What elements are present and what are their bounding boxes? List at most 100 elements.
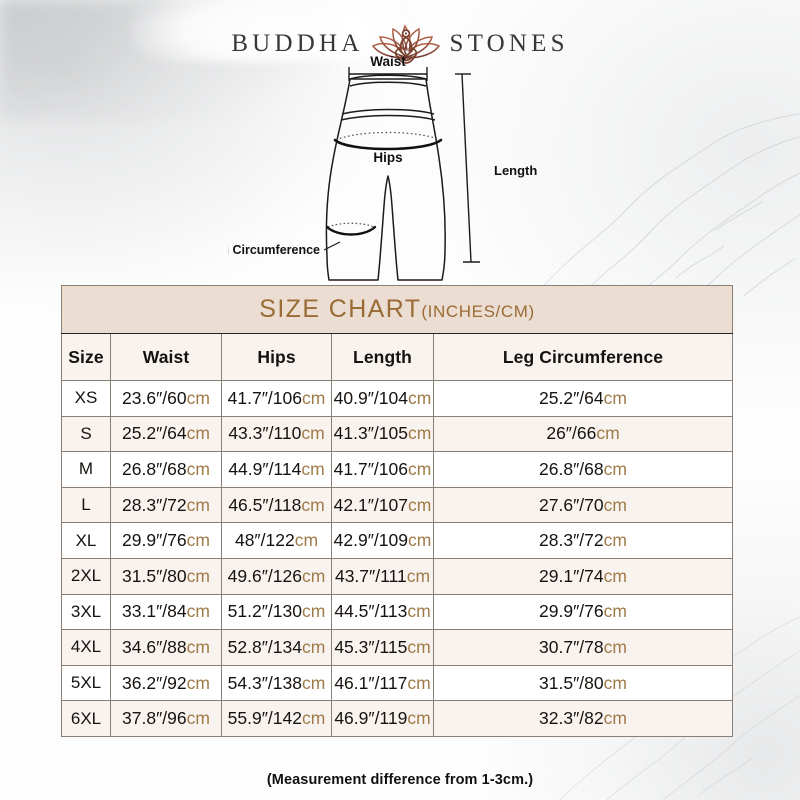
value-number: 27.6″/70 [539,494,604,515]
cell-hips: 49.6″/126cm [221,557,332,595]
cell-waist: 25.2″/64cm [110,415,222,453]
value-number: 28.3″/72 [122,494,187,515]
cell-waist: 36.2″/92cm [110,664,222,702]
value-unit: cm [294,530,319,551]
value-unit: cm [603,494,627,515]
value-number: 25.2″/64 [122,423,187,444]
chart-title-row: SIZE CHART(INCHES/CM) [60,285,734,334]
value-number: 41.3″/105 [333,423,408,444]
value-number: 51.2″/130 [227,601,302,622]
brand-name-right: STONES [449,30,569,57]
value-number: 26.8″/68 [539,458,604,479]
value-number: 32.3″/82 [539,708,604,729]
cell-leg-circumference: 26″/66cm [432,415,734,453]
value-number: 41.7″/106 [227,387,302,408]
value-unit: cm [407,672,431,693]
value-unit: cm [302,672,326,693]
cell-leg-circumference: 31.5″/80cm [432,664,734,702]
value-number: 31.5″/80 [539,672,604,693]
size-chart-table-wrapper: SIZE CHART(INCHES/CM) Size Waist Hips Le… [60,285,734,737]
table-row: XL 29.9″/76cm 48″/122cm 42.9″/109cm 28.3… [61,522,734,559]
value-unit: cm [302,708,326,729]
length-measure-bar [455,73,480,263]
lotus-meditation-icon [372,24,441,64]
value-number: 49.6″/126 [227,565,302,586]
cell-length: 42.9″/109cm [331,522,434,559]
value-number: 44.9″/114 [228,458,302,479]
value-unit: cm [302,565,326,586]
cell-leg-circumference: 30.7″/78cm [432,629,734,666]
cell-leg-circumference: 32.3″/82cm [432,700,734,737]
cell-leg-circumference: 29.1″/74cm [432,557,734,595]
value-unit: cm [407,708,431,729]
table-row: 4XL 34.6″/88cm 52.8″/134cm 45.3″/115cm 3… [61,629,734,666]
value-number: 46.1″/117 [334,672,408,693]
value-number: 23.6″/60 [122,387,187,408]
cell-hips: 44.9″/114cm [221,451,332,488]
leg-circumference-measure-line [325,225,377,236]
cell-length: 42.1″/107cm [331,486,434,524]
value-unit: cm [186,565,210,586]
value-number: 43.3″/110 [228,423,302,444]
cell-length: 44.5″/113cm [331,593,434,631]
value-number: 55.9″/142 [227,708,302,729]
cell-leg-circumference: 27.6″/70cm [432,486,734,524]
value-unit: cm [596,423,620,444]
cell-waist: 29.9″/76cm [110,522,222,559]
hips-label: Hips [373,150,402,165]
cell-size: 3XL [61,593,111,631]
header-waist: Waist [110,333,222,381]
cell-hips: 51.2″/130cm [221,593,332,631]
value-unit: cm [603,565,627,586]
value-unit: cm [302,601,326,622]
cell-hips: 52.8″/134cm [221,629,332,666]
header-hips: Hips [221,333,332,381]
cell-leg-circumference: 25.2″/64cm [432,380,734,417]
header-length: Length [331,333,434,381]
cell-waist: 28.3″/72cm [110,486,222,524]
cell-size: 5XL [61,664,111,702]
value-number: 28.3″/72 [539,530,604,551]
value-unit: cm [603,708,627,729]
value-unit: cm [408,530,432,551]
waist-measure-bar [348,67,428,81]
column-header-row: Size Waist Hips Length Leg Circumference [61,333,734,381]
value-unit: cm [408,458,432,479]
cell-length: 41.7″/106cm [331,451,434,488]
table-row: 2XL 31.5″/80cm 49.6″/126cm 43.7″/111cm 2… [61,557,734,595]
leg-circumference-label: Leg Circumference [228,243,320,257]
value-unit: cm [302,636,326,657]
value-number: 46.5″/118 [228,494,302,515]
pants-measurement-diagram: Waist Hips Length Leg Circumference [228,56,558,282]
value-unit: cm [408,494,432,515]
cell-length: 41.3″/105cm [331,415,434,453]
value-unit: cm [186,494,210,515]
value-number: 52.8″/134 [227,636,302,657]
brand-header: BUDDHA [0,16,800,72]
cell-hips: 46.5″/118cm [221,486,332,524]
length-label: Length [494,163,537,178]
value-number: 30.7″/78 [539,636,604,657]
cell-size: L [61,486,111,524]
value-number: 44.5″/113 [334,601,408,622]
value-unit: cm [406,565,431,586]
value-number: 45.3″/115 [334,636,408,657]
cell-waist: 26.8″/68cm [110,451,222,488]
value-number: 37.8″/96 [122,708,187,729]
cell-size: M [61,451,111,488]
value-number: 40.9″/104 [333,387,408,408]
value-unit: cm [408,387,432,408]
value-unit: cm [186,636,210,657]
header-leg-circumference: Leg Circumference [432,333,734,381]
cell-size: XL [61,522,111,559]
table-row: 6XL 37.8″/96cm 55.9″/142cm 46.9″/119cm 3… [61,700,734,737]
value-unit: cm [301,458,325,479]
size-chart-table: SIZE CHART(INCHES/CM) Size Waist Hips Le… [60,285,734,737]
value-unit: cm [186,458,210,479]
value-number: 42.9″/109 [333,530,408,551]
leg-circumference-dotted-line [327,222,375,228]
value-number: 43.7″/111 [334,565,407,586]
value-number: 41.7″/106 [333,458,408,479]
value-number: 36.2″/92 [122,672,187,693]
